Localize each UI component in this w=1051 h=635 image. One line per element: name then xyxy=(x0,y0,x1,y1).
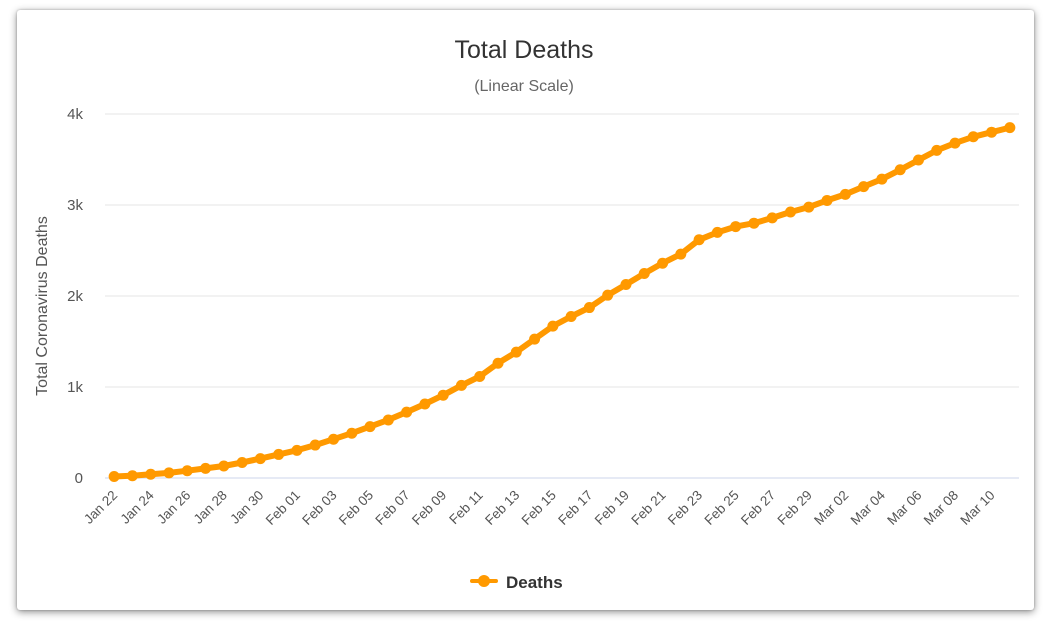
x-tick-label: Feb 05 xyxy=(336,488,376,528)
data-point[interactable] xyxy=(785,206,796,218)
data-point[interactable] xyxy=(401,406,413,418)
data-point[interactable] xyxy=(291,444,303,456)
x-tick-label: Feb 21 xyxy=(628,488,668,528)
data-point[interactable] xyxy=(126,470,138,482)
data-point[interactable] xyxy=(145,468,157,480)
x-tick-label: Feb 15 xyxy=(519,488,559,528)
data-point[interactable] xyxy=(949,137,961,149)
legend-label-deaths: Deaths xyxy=(506,573,563,592)
data-point[interactable] xyxy=(711,226,723,238)
data-point[interactable] xyxy=(565,310,577,322)
x-tick-label: Jan 26 xyxy=(154,488,193,527)
x-tick-label: Mar 08 xyxy=(921,488,961,528)
data-point[interactable] xyxy=(364,421,376,433)
data-point[interactable] xyxy=(894,164,906,176)
data-point[interactable] xyxy=(602,289,614,301)
chart-subtitle: (Linear Scale) xyxy=(474,78,574,95)
data-point[interactable] xyxy=(748,217,760,229)
y-tick-label: 4k xyxy=(67,106,83,123)
data-point[interactable] xyxy=(236,457,248,469)
data-point[interactable] xyxy=(638,268,650,280)
data-point[interactable] xyxy=(200,462,212,474)
x-tick-label: Feb 07 xyxy=(372,488,412,528)
x-tick-label: Feb 13 xyxy=(482,488,522,528)
legend-marker-icon xyxy=(478,575,490,587)
data-point[interactable] xyxy=(419,398,431,410)
data-point[interactable] xyxy=(803,201,815,213)
data-point[interactable] xyxy=(675,248,687,260)
x-tick-label: Jan 28 xyxy=(191,488,230,527)
x-tick-label: Jan 24 xyxy=(118,487,158,527)
data-point[interactable] xyxy=(821,194,833,206)
data-point[interactable] xyxy=(108,470,120,482)
data-point[interactable] xyxy=(474,371,486,383)
series-line-deaths xyxy=(111,124,1013,480)
data-point[interactable] xyxy=(583,302,595,314)
data-point[interactable] xyxy=(931,144,943,156)
data-point[interactable] xyxy=(858,181,870,193)
y-axis-label: Total Coronavirus Deaths xyxy=(34,216,51,396)
x-tick-label: Feb 23 xyxy=(665,488,705,528)
data-point[interactable] xyxy=(1004,122,1016,134)
y-tick-label: 1k xyxy=(67,379,83,396)
x-tick-label: Jan 22 xyxy=(81,488,120,527)
data-point[interactable] xyxy=(986,126,998,138)
x-tick-label: Feb 17 xyxy=(555,488,595,528)
data-point[interactable] xyxy=(912,154,924,166)
x-tick-label: Feb 19 xyxy=(592,488,632,528)
data-point[interactable] xyxy=(254,453,266,465)
x-tick-label: Feb 29 xyxy=(775,488,815,528)
x-tick-label: Mar 04 xyxy=(848,487,889,528)
data-point[interactable] xyxy=(455,379,467,391)
data-point[interactable] xyxy=(328,433,339,445)
data-point[interactable] xyxy=(273,448,285,460)
data-point[interactable] xyxy=(876,173,888,185)
chart-card: Total Deaths (Linear Scale) Total Corona… xyxy=(17,10,1034,610)
legend[interactable]: Deaths xyxy=(470,573,563,592)
data-point[interactable] xyxy=(163,467,175,479)
data-point[interactable] xyxy=(181,465,193,477)
x-tick-label: Feb 01 xyxy=(263,488,303,528)
data-point[interactable] xyxy=(839,188,851,200)
x-tick-label: Feb 09 xyxy=(409,488,449,528)
data-point[interactable] xyxy=(492,357,504,369)
y-tick-label: 2k xyxy=(67,288,83,305)
data-point[interactable] xyxy=(510,346,522,358)
x-tick-label: Feb 25 xyxy=(701,488,741,528)
x-tick-label: Mar 02 xyxy=(811,488,851,528)
x-tick-label: Mar 06 xyxy=(884,488,924,528)
x-tick-label: Feb 27 xyxy=(738,488,778,528)
data-point[interactable] xyxy=(693,234,705,246)
data-point[interactable] xyxy=(657,257,669,269)
data-point[interactable] xyxy=(547,320,559,332)
data-point[interactable] xyxy=(309,439,321,451)
data-point[interactable] xyxy=(218,460,230,472)
data-point[interactable] xyxy=(382,414,394,426)
data-point[interactable] xyxy=(620,279,632,291)
data-point[interactable] xyxy=(967,131,979,143)
data-point[interactable] xyxy=(346,427,358,439)
x-tick-label: Mar 10 xyxy=(957,488,997,528)
x-tick-label: Feb 03 xyxy=(299,488,339,528)
y-tick-label: 3k xyxy=(67,197,83,214)
line-chart: Total Deaths (Linear Scale) Total Corona… xyxy=(34,36,1019,592)
y-tick-label: 0 xyxy=(75,470,83,487)
chart-title: Total Deaths xyxy=(455,36,594,64)
data-point[interactable] xyxy=(730,221,742,233)
x-tick-label: Jan 30 xyxy=(227,488,266,527)
data-point[interactable] xyxy=(437,389,449,401)
x-tick-label: Feb 11 xyxy=(446,488,486,528)
data-point[interactable] xyxy=(529,333,541,345)
data-point[interactable] xyxy=(766,212,778,224)
